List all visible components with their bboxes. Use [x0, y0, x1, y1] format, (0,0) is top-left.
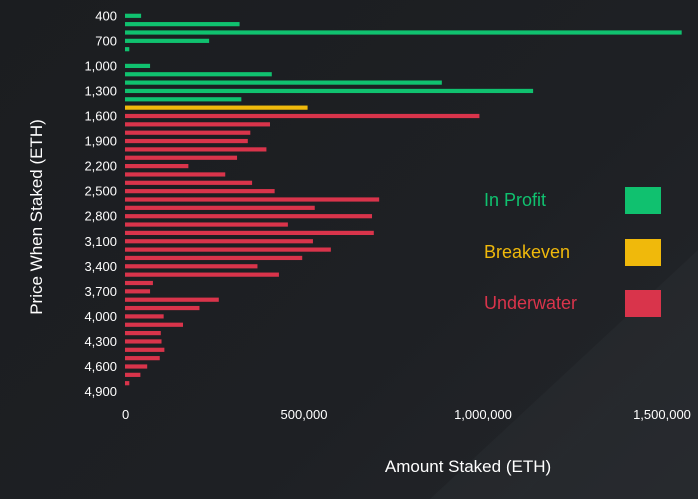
- bar-price-800: [125, 47, 130, 52]
- x-tick-label-1-000-000: 1,000,000: [454, 407, 512, 422]
- bar-price-2500: [125, 189, 275, 194]
- bar-price-2200: [125, 164, 189, 169]
- x-tick-label-1-500-000: 1,500,000: [633, 407, 691, 422]
- bar-price-1000: [125, 63, 151, 68]
- bars-group: [125, 13, 682, 386]
- y-tick-label-2-200: 2,200: [84, 159, 117, 174]
- bar-price-3800: [125, 297, 219, 302]
- bar-price-3500: [125, 272, 279, 277]
- y-tick-label-400: 400: [95, 8, 117, 23]
- legend-swatch-underwater: [625, 290, 661, 317]
- bar-price-4500: [125, 356, 160, 361]
- y-tick-label-3-400: 3,400: [84, 259, 117, 274]
- bar-price-2400: [125, 180, 253, 185]
- y-tick-label-2-500: 2,500: [84, 184, 117, 199]
- x-tick-label-0: 0: [122, 407, 129, 422]
- y-tick-label-700: 700: [95, 33, 117, 48]
- x-axis-title: Amount Staked (ETH): [385, 457, 551, 476]
- bar-price-2100: [125, 155, 238, 160]
- bar-price-400: [125, 13, 142, 18]
- bar-price-4200: [125, 331, 161, 336]
- bar-price-1800: [125, 130, 251, 135]
- bar-price-3300: [125, 255, 303, 261]
- bar-price-2300: [125, 172, 226, 177]
- bar-price-4100: [125, 322, 183, 327]
- background-shape-2: [520, 330, 698, 499]
- bar-price-1400: [125, 97, 242, 102]
- bar-price-2600: [125, 197, 380, 202]
- bar-price-1100: [125, 72, 272, 77]
- bar-price-1500: [125, 105, 308, 110]
- y-tick-label-1-600: 1,600: [84, 109, 117, 124]
- y-tick-label-4-900: 4,900: [84, 384, 117, 399]
- bar-price-500: [125, 22, 240, 27]
- bar-price-700: [125, 38, 210, 43]
- bar-price-1300: [125, 88, 534, 94]
- legend-swatch-in-profit: [625, 187, 661, 214]
- bar-price-2900: [125, 222, 288, 227]
- bar-price-1200: [125, 80, 442, 85]
- bar-price-3100: [125, 239, 313, 244]
- bar-price-4800: [125, 381, 130, 386]
- legend-label-in-profit: In Profit: [484, 190, 546, 210]
- legend-label-breakeven: Breakeven: [484, 242, 570, 262]
- bar-price-1700: [125, 122, 270, 127]
- legend-swatch-breakeven: [625, 239, 661, 266]
- bar-price-2000: [125, 147, 267, 152]
- y-tick-label-1-900: 1,900: [84, 134, 117, 149]
- bar-price-1600: [125, 113, 480, 119]
- x-axis-ticks: 0 500,000 1,000,000 1,500,000: [122, 407, 691, 422]
- bar-price-3200: [125, 247, 331, 252]
- y-tick-label-3-700: 3,700: [84, 284, 117, 299]
- y-tick-label-1-300: 1,300: [84, 83, 117, 98]
- bar-price-4400: [125, 347, 165, 352]
- x-tick-label-500-000: 500,000: [281, 407, 328, 422]
- y-axis-ticks: 400 700 1,000 1,300 1,600 1,900 2,200 2,500 2,80…: [84, 8, 117, 399]
- bar-price-3700: [125, 289, 151, 294]
- legend-label-underwater: Underwater: [484, 293, 577, 313]
- y-tick-label-4-000: 4,000: [84, 309, 117, 324]
- y-tick-label-4-300: 4,300: [84, 334, 117, 349]
- legend: In Profit Breakeven Underwater: [484, 187, 661, 317]
- y-tick-label-4-600: 4,600: [84, 359, 117, 374]
- y-axis-title: Price When Staked (ETH): [27, 119, 46, 315]
- bar-price-4600: [125, 364, 148, 369]
- bar-price-3400: [125, 264, 258, 269]
- bar-price-4300: [125, 339, 162, 344]
- bar-price-3600: [125, 280, 153, 286]
- y-tick-label-3-100: 3,100: [84, 234, 117, 249]
- bar-price-4700: [125, 372, 141, 377]
- bar-price-2800: [125, 214, 373, 219]
- bar-price-1900: [125, 138, 248, 144]
- y-tick-label-2-800: 2,800: [84, 209, 117, 224]
- bar-price-600: [125, 30, 682, 35]
- y-tick-label-1-000: 1,000: [84, 58, 117, 73]
- bar-price-2700: [125, 205, 315, 210]
- bar-price-3900: [125, 305, 200, 311]
- bar-price-3000: [125, 230, 374, 235]
- bar-price-4000: [125, 314, 164, 319]
